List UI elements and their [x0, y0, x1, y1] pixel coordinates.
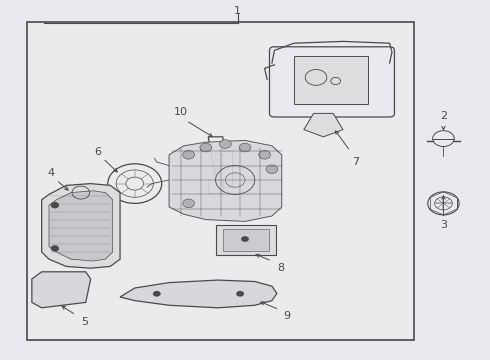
Polygon shape — [49, 191, 113, 261]
Polygon shape — [32, 272, 91, 308]
Circle shape — [236, 291, 244, 297]
Circle shape — [200, 143, 212, 152]
Text: 1: 1 — [234, 6, 241, 16]
Text: 7: 7 — [352, 157, 359, 167]
Polygon shape — [304, 113, 343, 137]
Circle shape — [51, 203, 58, 208]
Circle shape — [259, 150, 270, 159]
Text: 4: 4 — [48, 168, 55, 178]
Text: 10: 10 — [174, 107, 188, 117]
Circle shape — [183, 150, 195, 159]
Polygon shape — [169, 140, 282, 221]
Text: 8: 8 — [277, 263, 284, 273]
Circle shape — [51, 246, 58, 251]
Circle shape — [239, 143, 251, 152]
FancyBboxPatch shape — [216, 225, 276, 255]
FancyBboxPatch shape — [223, 229, 269, 251]
Text: 9: 9 — [283, 311, 291, 321]
Text: 6: 6 — [95, 147, 101, 157]
Circle shape — [266, 165, 278, 174]
Circle shape — [241, 236, 249, 242]
Text: 3: 3 — [440, 220, 447, 230]
Text: 2: 2 — [440, 111, 447, 121]
Circle shape — [153, 291, 161, 297]
Polygon shape — [120, 280, 277, 308]
Polygon shape — [42, 184, 120, 268]
Circle shape — [220, 140, 231, 148]
FancyBboxPatch shape — [270, 47, 394, 117]
Bar — [27, 22, 414, 340]
Circle shape — [183, 199, 195, 208]
Bar — [294, 56, 368, 104]
Text: 5: 5 — [81, 317, 88, 327]
